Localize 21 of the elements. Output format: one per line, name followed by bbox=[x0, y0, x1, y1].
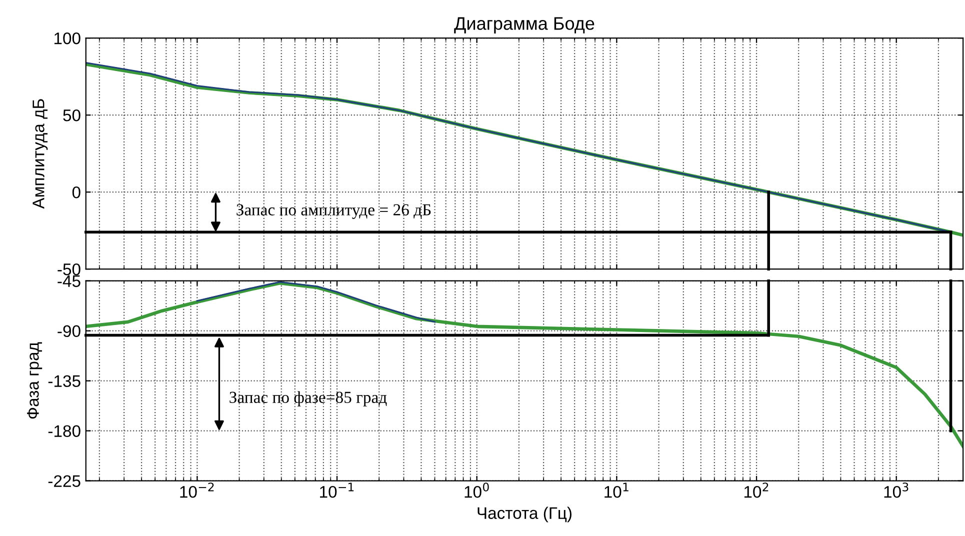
x-tick-label: 10$^{0}$ bbox=[464, 482, 489, 498]
x-tick-label: 10$^{3}$ bbox=[884, 482, 908, 498]
y-tick-label: -180 bbox=[48, 425, 80, 438]
y-tick-label: 50 bbox=[63, 109, 80, 122]
chart-title: Диаграмма Боде bbox=[454, 17, 594, 34]
y-tick-label: 100 bbox=[54, 32, 80, 44]
x-tick-label: 10$^{−1}$ bbox=[320, 482, 354, 498]
x-tick-label: 10$^{−2}$ bbox=[180, 482, 214, 498]
y-tick-label: -225 bbox=[48, 475, 80, 487]
x-tick-label: 10$^{2}$ bbox=[744, 482, 768, 498]
y-tick-label: -45 bbox=[58, 275, 80, 288]
annotation: Запас по амплитуде = 26 дБ bbox=[236, 204, 431, 219]
x-tick-label: 10$^{1}$ bbox=[604, 482, 628, 498]
y-tick-label: -90 bbox=[58, 325, 80, 338]
y-tick-label: -50 bbox=[58, 263, 80, 276]
y-axis-title: Фаза град bbox=[27, 342, 42, 419]
y-axis-title: Амплитуда дБ bbox=[32, 99, 48, 209]
annotation: Запас по фазе=85 град bbox=[230, 391, 387, 406]
x-axis-title: Частота (Гц) bbox=[478, 506, 572, 522]
y-tick-label: 0 bbox=[72, 186, 80, 198]
y-tick-label: -135 bbox=[48, 375, 80, 388]
